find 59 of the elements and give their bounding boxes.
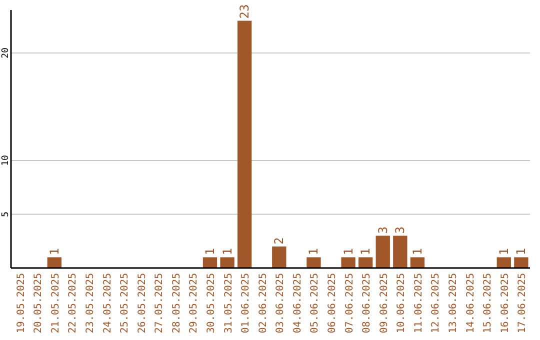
bar [47,257,62,268]
x-tick-label: 09.06.2025 [378,273,390,334]
data-label: 1 [358,248,373,256]
x-tick-label: 04.06.2025 [292,273,304,334]
x-tick-label: 10.06.2025 [396,273,408,334]
data-label: 1 [220,248,234,256]
x-tick-label: 25.05.2025 [120,273,131,334]
x-tick-label: 06.06.2025 [327,273,338,334]
y-tick-label: 10 [1,155,11,166]
x-tick-label: 13.06.2025 [448,273,460,334]
x-tick-label: 14.06.2025 [465,273,476,334]
bar [358,257,373,268]
x-tick-label: 16.06.2025 [500,273,511,334]
x-tick-label: 21.05.2025 [50,273,62,334]
x-tick-label: 11.06.2025 [413,273,424,334]
bar [514,257,528,268]
x-tick-label: 17.06.2025 [517,273,528,334]
x-tick-label: 30.05.2025 [206,273,217,334]
data-label: 2 [272,237,286,244]
data-label: 3 [376,226,390,234]
x-tick-label: 02.06.2025 [258,273,269,334]
x-tick-label: 05.06.2025 [310,273,321,334]
data-label: 1 [496,248,511,256]
y-tick-label: 5 [1,212,11,217]
data-label: 1 [514,248,528,256]
bar [376,236,390,268]
x-tick-label: 29.05.2025 [188,273,200,334]
data-label: 23 [238,4,252,19]
bar [202,257,218,268]
x-tick-label: 24.05.2025 [102,273,114,334]
x-tick-label: 22.05.2025 [68,273,79,334]
x-tick-label: 07.06.2025 [344,273,356,334]
x-tick-label: 20.05.2025 [33,273,44,334]
bar [393,236,408,268]
x-tick-label: 01.06.2025 [240,273,252,334]
data-label: 1 [341,248,356,256]
bar [272,246,286,268]
x-tick-label: 08.06.2025 [362,273,373,334]
bar [496,257,511,268]
data-label: 1 [410,248,424,256]
data-label: 1 [306,248,321,256]
x-tick-label: 03.06.2025 [275,273,286,334]
x-tick-label: 27.05.2025 [154,273,166,334]
data-label: 1 [47,248,62,256]
data-label: 1 [202,248,217,256]
bar [237,20,252,268]
x-tick-label: 15.06.2025 [482,273,494,334]
x-tick-label: 12.06.2025 [430,273,442,334]
x-tick-label: 31.05.2025 [223,273,234,334]
x-tick-label: 28.05.2025 [171,273,182,334]
bar [410,257,425,268]
bar [220,257,234,268]
bar [341,257,356,268]
x-tick-label: 26.05.2025 [136,273,148,334]
y-tick-label: 20 [1,48,11,58]
x-tick-label: 23.05.2025 [84,273,96,334]
x-tick-label: 19.05.2025 [16,273,27,334]
data-label: 3 [393,226,408,234]
bar [306,257,321,268]
